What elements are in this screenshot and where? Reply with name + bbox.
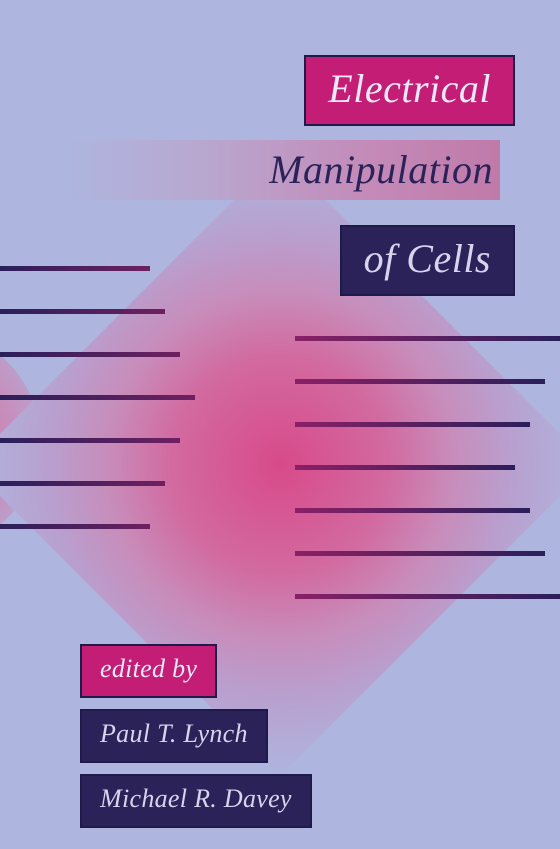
line-l7 [0, 524, 150, 529]
line-l5 [0, 438, 180, 443]
editor-2: Michael R. Davey [80, 774, 312, 828]
line-r5 [295, 508, 530, 513]
line-l2 [0, 309, 165, 314]
title-line-2: Manipulation [247, 140, 515, 199]
line-r7 [295, 594, 560, 599]
editor-1: Paul T. Lynch [80, 709, 268, 763]
line-l4 [0, 395, 195, 400]
horizontal-lines-left [0, 266, 195, 529]
line-l1 [0, 266, 150, 271]
line-r4 [295, 465, 515, 470]
line-l6 [0, 481, 165, 486]
horizontal-lines-right [295, 336, 560, 599]
line-r3 [295, 422, 530, 427]
edited-by-label: edited by [80, 644, 217, 698]
line-r1 [295, 336, 560, 341]
line-l3 [0, 352, 180, 357]
line-r6 [295, 551, 545, 556]
line-r2 [295, 379, 545, 384]
title-line-3: of Cells [340, 225, 515, 296]
title-line-1: Electrical [304, 55, 515, 126]
